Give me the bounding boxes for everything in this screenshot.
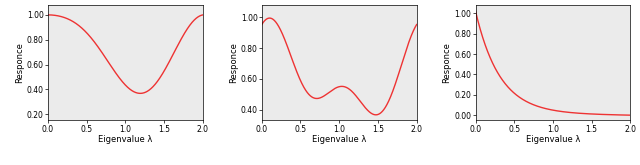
X-axis label: Eigenvalue λ: Eigenvalue λ: [99, 135, 152, 144]
Y-axis label: Responce: Responce: [443, 42, 452, 83]
X-axis label: Eigenvalue λ: Eigenvalue λ: [312, 135, 366, 144]
Y-axis label: Responce: Responce: [229, 42, 238, 83]
X-axis label: Eigenvalue λ: Eigenvalue λ: [526, 135, 580, 144]
Y-axis label: Responce: Responce: [15, 42, 24, 83]
